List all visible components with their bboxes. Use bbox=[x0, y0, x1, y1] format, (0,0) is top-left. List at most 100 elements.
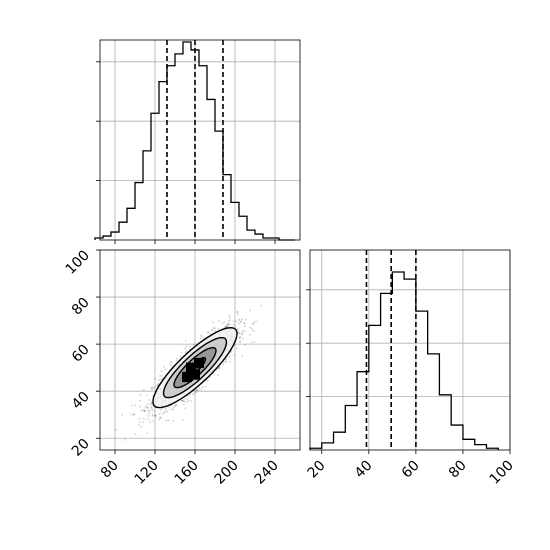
scatter-point bbox=[186, 401, 188, 403]
scatter-point bbox=[239, 321, 242, 324]
scatter-point bbox=[170, 408, 173, 411]
scatter-point bbox=[171, 361, 174, 364]
scatter-point bbox=[193, 392, 196, 394]
scatter-point bbox=[143, 417, 145, 420]
x-tick-label: 80 bbox=[446, 458, 470, 482]
scatter-point bbox=[171, 365, 174, 368]
scatter-point bbox=[211, 328, 213, 331]
scatter-point bbox=[207, 331, 210, 333]
scatter-point bbox=[165, 419, 168, 422]
scatter-point bbox=[251, 341, 254, 344]
scatter-point bbox=[187, 399, 190, 402]
scatter-point bbox=[233, 354, 236, 356]
scatter-point bbox=[195, 389, 198, 391]
scatter-point bbox=[139, 393, 142, 396]
scatter-point bbox=[148, 412, 151, 415]
scatter-point bbox=[154, 386, 157, 389]
scatter-point bbox=[156, 384, 159, 387]
scatter-point bbox=[225, 325, 228, 328]
scatter-point bbox=[182, 399, 185, 401]
histogram-step-line bbox=[309, 271, 499, 450]
x-tick-label: 200 bbox=[212, 458, 242, 488]
scatter-point bbox=[226, 323, 229, 326]
marginal-y-histogram-panel: 20 40 60 80 100 bbox=[305, 249, 517, 488]
scatter-point bbox=[140, 426, 143, 428]
density-cell bbox=[190, 369, 200, 380]
scatter-point bbox=[147, 409, 150, 412]
scatter-point bbox=[228, 319, 231, 322]
scatter-point bbox=[186, 398, 189, 400]
scatter-point bbox=[163, 411, 166, 414]
scatter-point bbox=[154, 378, 157, 381]
scatter-point bbox=[230, 350, 233, 353]
scatter-point bbox=[180, 399, 183, 402]
scatter-point bbox=[223, 321, 226, 324]
scatter-point bbox=[238, 319, 241, 322]
scatter-point bbox=[239, 332, 241, 335]
scatter-point bbox=[180, 351, 183, 353]
scatter-point bbox=[244, 318, 247, 321]
scatter-point bbox=[139, 405, 142, 408]
scatter-point bbox=[201, 386, 204, 389]
scatter-point bbox=[150, 386, 153, 389]
x-tick-label: 60 bbox=[399, 458, 423, 482]
scatter-point bbox=[184, 339, 187, 342]
scatter-point bbox=[243, 322, 246, 324]
scatter-point bbox=[131, 413, 133, 416]
scatter-point bbox=[227, 323, 230, 325]
contour-line bbox=[152, 326, 238, 409]
scatter-point bbox=[196, 389, 199, 391]
scatter-point bbox=[143, 409, 146, 412]
scatter-point bbox=[241, 355, 244, 358]
scatter-point bbox=[162, 365, 165, 368]
scatter-point bbox=[225, 325, 228, 328]
scatter-point bbox=[154, 414, 157, 417]
scatter-point bbox=[164, 407, 167, 410]
scatter-point bbox=[154, 414, 156, 417]
histogram-step-line bbox=[94, 41, 295, 241]
scatter-point bbox=[159, 409, 162, 412]
scatter-point bbox=[256, 320, 259, 323]
scatter-point bbox=[150, 388, 153, 391]
scatter-point bbox=[184, 351, 187, 354]
scatter-point bbox=[148, 399, 151, 401]
scatter-point bbox=[159, 416, 162, 419]
scatter-point bbox=[150, 407, 153, 410]
scatter-point bbox=[183, 400, 186, 403]
scatter-point bbox=[222, 322, 224, 324]
x-tick-label: 240 bbox=[252, 458, 282, 488]
scatter-point bbox=[184, 398, 187, 400]
scatter-point bbox=[232, 320, 235, 322]
scatter-point bbox=[134, 404, 137, 407]
scatter-point bbox=[198, 386, 201, 389]
scatter-point bbox=[249, 326, 251, 329]
scatter-point bbox=[229, 316, 232, 319]
y-tick-label: 80 bbox=[69, 295, 93, 319]
scatter-point bbox=[185, 345, 188, 347]
scatter-point bbox=[185, 350, 188, 353]
scatter-point bbox=[156, 384, 159, 387]
scatter-point bbox=[143, 409, 146, 412]
scatter-point bbox=[248, 333, 251, 336]
scatter-point bbox=[151, 408, 154, 411]
scatter-point bbox=[149, 403, 152, 406]
scatter-point bbox=[159, 416, 162, 419]
scatter-point bbox=[223, 326, 226, 329]
scatter-point bbox=[206, 380, 209, 382]
scatter-point bbox=[211, 329, 214, 332]
density-cell bbox=[194, 357, 204, 368]
scatter-point bbox=[138, 424, 141, 427]
y-tick-label: 100 bbox=[63, 248, 93, 278]
scatter-point bbox=[163, 411, 166, 413]
scatter-point bbox=[143, 410, 146, 413]
scatter-point bbox=[140, 410, 142, 412]
scatter-point bbox=[169, 363, 172, 366]
scatter-point bbox=[241, 333, 244, 335]
scatter-point bbox=[213, 373, 215, 376]
scatter-point bbox=[239, 336, 242, 338]
scatter-point bbox=[200, 334, 203, 337]
scatter-point bbox=[217, 327, 220, 330]
scatter-point bbox=[189, 345, 192, 348]
scatter-point bbox=[225, 360, 228, 363]
scatter-point bbox=[251, 323, 254, 326]
